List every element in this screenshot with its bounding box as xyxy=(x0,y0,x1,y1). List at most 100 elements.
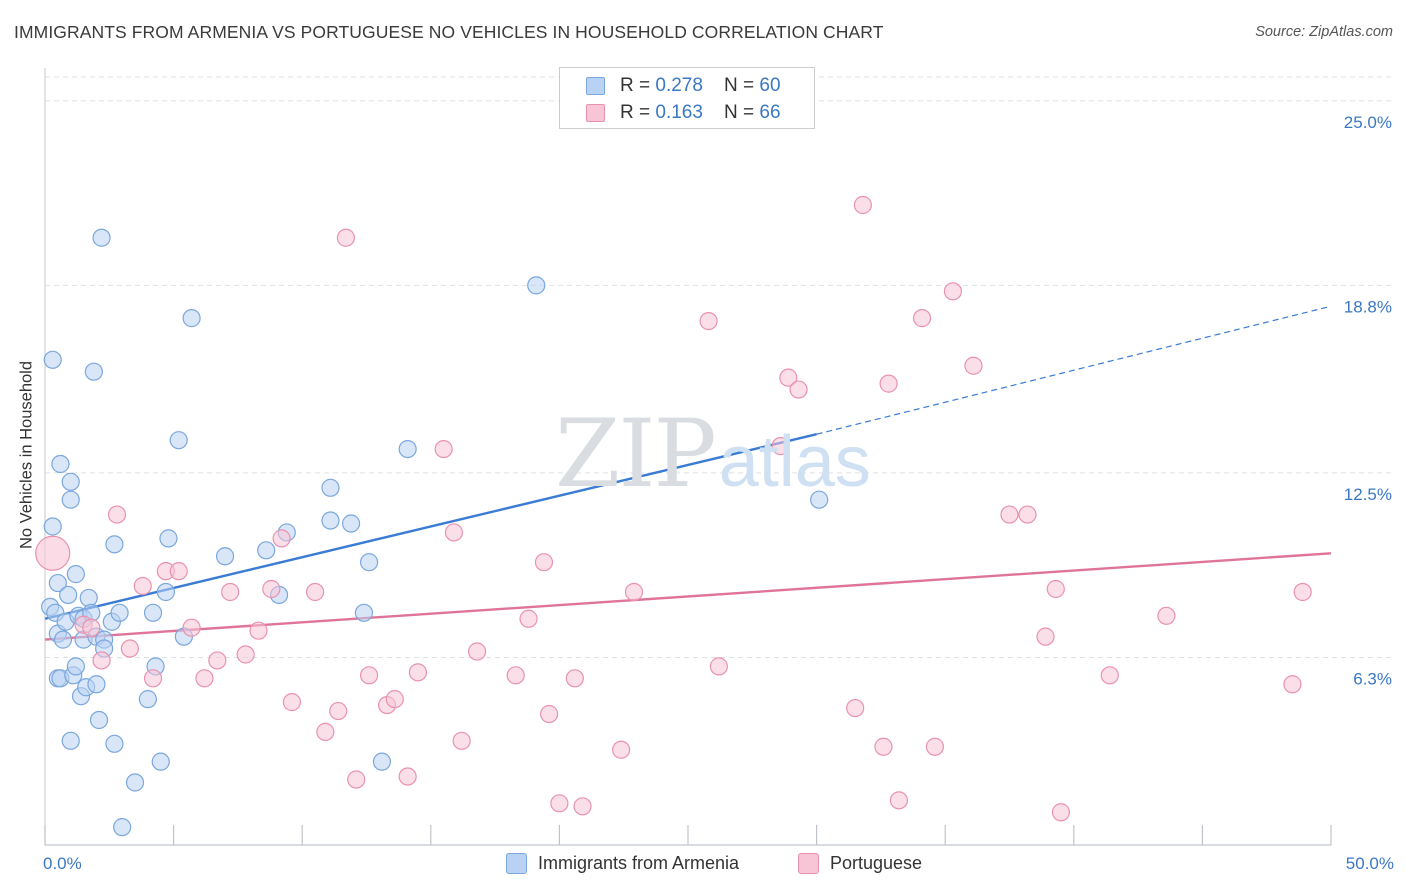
chart-title: IMMIGRANTS FROM ARMENIA VS PORTUGUESE NO… xyxy=(14,22,884,42)
y-tick-label: 12.5% xyxy=(1344,485,1392,504)
armenia-point xyxy=(59,585,78,605)
armenia-point xyxy=(354,603,374,622)
portuguese-point xyxy=(1157,606,1176,625)
portuguese-n-value: 66 xyxy=(759,102,781,123)
portuguese-point xyxy=(709,657,728,676)
portuguese-point xyxy=(107,505,127,524)
armenia-point xyxy=(398,439,417,459)
armenia-point xyxy=(321,511,340,530)
portuguese-point xyxy=(305,582,325,602)
y-axis-title: No Vehicles in Household xyxy=(17,360,36,550)
armenia-point xyxy=(43,350,62,369)
portuguese-point xyxy=(236,645,255,664)
portuguese-point xyxy=(143,669,163,688)
portuguese-point xyxy=(272,529,291,548)
portuguese-swatch xyxy=(586,104,605,122)
armenia-point xyxy=(156,582,175,602)
portuguese-point xyxy=(1036,627,1055,646)
armenia-point xyxy=(66,657,85,676)
portuguese-point xyxy=(208,651,227,670)
portuguese-point xyxy=(120,639,139,658)
armenia-point xyxy=(61,731,80,750)
y-tick-label: 18.8% xyxy=(1344,297,1392,316)
portuguese-point xyxy=(506,666,525,685)
portuguese-point xyxy=(1293,582,1312,602)
armenia-trend-extension xyxy=(816,305,1332,435)
armenia-point xyxy=(321,478,340,497)
axes xyxy=(44,68,1332,846)
armenia-point xyxy=(143,603,163,622)
portuguese-point xyxy=(573,797,592,816)
portuguese-r-value: 0.163 xyxy=(655,102,703,123)
portuguese-point xyxy=(1018,505,1037,524)
portuguese-point xyxy=(846,698,865,718)
armenia-r-value: 0.278 xyxy=(655,75,703,96)
tick-labels: 6.3% 12.5% 18.8% 25.0% 0.0% 50.0% xyxy=(43,113,1394,873)
armenia-point xyxy=(341,514,361,533)
portuguese-point xyxy=(874,737,893,756)
portuguese-point xyxy=(359,666,379,685)
portuguese-point xyxy=(1046,579,1065,599)
armenia-point xyxy=(48,573,67,593)
armenia-swatch xyxy=(586,77,605,95)
armenia-point xyxy=(84,362,103,381)
portuguese-point xyxy=(519,609,538,628)
portuguese-point xyxy=(444,523,464,542)
portuguese-point xyxy=(534,553,554,572)
armenia-point xyxy=(105,734,124,753)
armenia-n-value: 60 xyxy=(759,75,781,96)
armenia-legend-swatch xyxy=(506,853,527,874)
portuguese-point xyxy=(434,439,453,459)
armenia-point xyxy=(110,603,129,622)
portuguese-point xyxy=(452,731,471,750)
armenia-point xyxy=(51,454,70,474)
portuguese-point xyxy=(249,621,268,640)
portuguese-point xyxy=(467,642,487,661)
portuguese-point xyxy=(398,767,417,786)
portuguese-point xyxy=(169,562,188,581)
armenia-point xyxy=(257,541,276,560)
portuguese-point xyxy=(879,374,898,393)
portuguese-point xyxy=(612,740,631,759)
portuguese-point xyxy=(789,380,808,399)
portuguese-point xyxy=(1000,505,1019,524)
armenia-point xyxy=(92,228,111,247)
source-label: Source: ZipAtlas.com xyxy=(1255,24,1393,40)
armenia-point xyxy=(89,710,109,730)
portuguese-point xyxy=(550,794,569,813)
armenia-point xyxy=(527,276,546,295)
portuguese-legend-label: Portuguese xyxy=(830,853,923,873)
portuguese-point xyxy=(282,693,302,712)
armenia-large-point xyxy=(35,535,71,571)
y-tick-label: 6.3% xyxy=(1353,669,1392,688)
portuguese-point xyxy=(943,282,963,301)
portuguese-point xyxy=(964,356,983,375)
portuguese-point xyxy=(408,663,428,682)
armenia-point xyxy=(43,517,62,536)
portuguese-point xyxy=(347,770,366,789)
portuguese-point xyxy=(82,618,101,637)
armenia-point xyxy=(61,472,80,491)
armenia-legend-label: Immigrants from Armenia xyxy=(538,853,740,873)
armenia-point xyxy=(87,675,106,694)
portuguese-point xyxy=(925,737,945,756)
y-tick-label: 25.0% xyxy=(1344,113,1392,132)
armenia-point xyxy=(159,529,178,548)
armenia-point xyxy=(138,690,157,709)
correlation-legend: R = 0.278 N = 60 R = 0.163 N = 66 xyxy=(559,67,815,129)
armenia-point xyxy=(182,309,201,328)
portuguese-point xyxy=(540,704,559,724)
armenia-point xyxy=(169,431,188,450)
armenia-point xyxy=(61,490,80,509)
portuguese-point xyxy=(771,437,790,456)
x-tick-label: 0.0% xyxy=(43,854,82,873)
armenia-point xyxy=(359,553,379,572)
portuguese-legend-swatch xyxy=(798,853,819,874)
portuguese-point xyxy=(853,195,872,215)
armenia-point xyxy=(372,752,392,771)
armenia-point xyxy=(215,547,235,566)
portuguese-point xyxy=(912,309,932,328)
armenia-point xyxy=(113,818,132,837)
armenia-point xyxy=(53,630,73,649)
